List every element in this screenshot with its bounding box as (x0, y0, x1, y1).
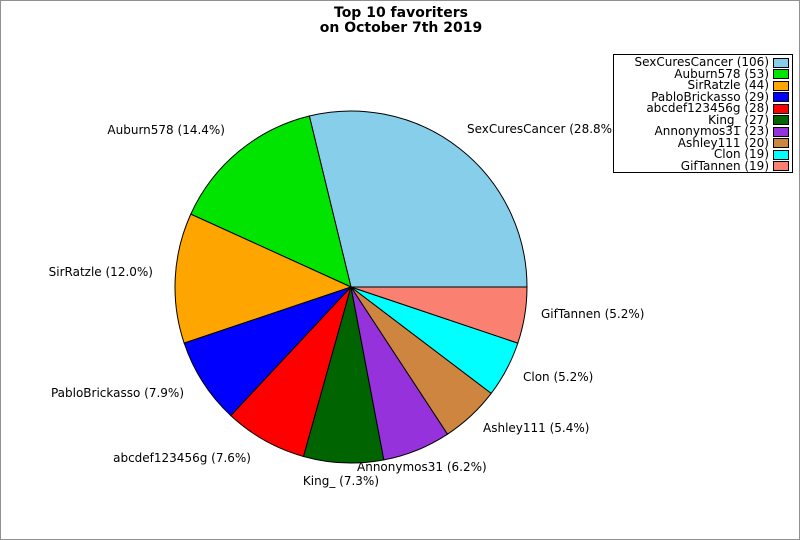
legend-color-swatch (773, 57, 789, 68)
pie-label-clon: Clon (5.2%) (523, 370, 594, 384)
legend-color-swatch (773, 92, 789, 103)
chart-title: Top 10 favoriters on October 7th 2019 (1, 5, 799, 36)
legend-item-label: Ashley111 (20) (677, 135, 769, 150)
legend-item-label: GifTannen (19) (680, 158, 769, 173)
pie-label-annonymos31: Annonymos31 (6.2%) (357, 460, 487, 474)
legend-item-label: PabloBrickasso (29) (651, 89, 769, 104)
chart-title-line2: on October 7th 2019 (319, 19, 483, 36)
pie-slice-auburn578 (190, 115, 352, 288)
legend-item: abcdef123456g (28) (618, 101, 789, 115)
legend-item-label: King_ (27) (708, 112, 769, 127)
legend-color-swatch (773, 103, 789, 114)
pie-label-pablobrickasso: PabloBrickasso (7.9%) (50, 386, 184, 400)
legend-item: King_ (27) (618, 112, 789, 127)
pie-label-auburn578: Auburn578 (14.4%) (107, 123, 225, 137)
legend-item-label: abcdef123456g (28) (646, 101, 769, 115)
pie-label-ashley111: Ashley111 (5.4%) (483, 421, 590, 435)
pie-label-king: King_ (7.3%) (302, 474, 379, 488)
legend-color-swatch (773, 115, 789, 126)
pie-slice-sexcurescancer (308, 110, 528, 288)
legend-item: Clon (19) (618, 147, 789, 161)
legend-color-swatch (773, 138, 789, 149)
pie-label-sirratzle: SirRatzle (12.0%) (48, 265, 153, 279)
legend-item: SirRatzle (44) (618, 78, 789, 92)
pie-slice-sirratzle (174, 213, 353, 344)
legend-item: Auburn578 (53) (618, 66, 789, 81)
legend-color-swatch (773, 161, 789, 172)
legend-item: Annonymos31 (23) (618, 124, 789, 138)
legend-item-label: SirRatzle (44) (687, 78, 769, 92)
legend-item: Ashley111 (20) (618, 135, 789, 150)
pie-label-sexcurescancer: SexCuresCancer (28.8%) (467, 122, 617, 136)
legend: SexCuresCancer (106) Auburn578 (53) SirR… (613, 54, 793, 173)
legend-item: PabloBrickasso (29) (618, 89, 789, 104)
legend-color-swatch (773, 126, 789, 137)
legend-item: SexCuresCancer (106) (618, 55, 789, 69)
chart-title-line1: Top 10 favoriters (334, 5, 468, 21)
legend-color-swatch (773, 69, 789, 80)
pie-label-giftannen: GifTannen (5.2%) (541, 307, 645, 321)
legend-item-label: SexCuresCancer (106) (634, 55, 769, 69)
pie-slice-giftannen (350, 286, 528, 344)
legend-item-label: Annonymos31 (23) (654, 124, 769, 138)
legend-color-swatch (773, 80, 789, 91)
pie-label-abcdef123456g: abcdef123456g (7.6%) (113, 451, 251, 465)
legend-item: GifTannen (19) (618, 158, 789, 173)
legend-color-swatch (773, 149, 789, 160)
legend-item-label: Auburn578 (53) (674, 66, 769, 81)
legend-item-label: Clon (19) (713, 147, 769, 161)
